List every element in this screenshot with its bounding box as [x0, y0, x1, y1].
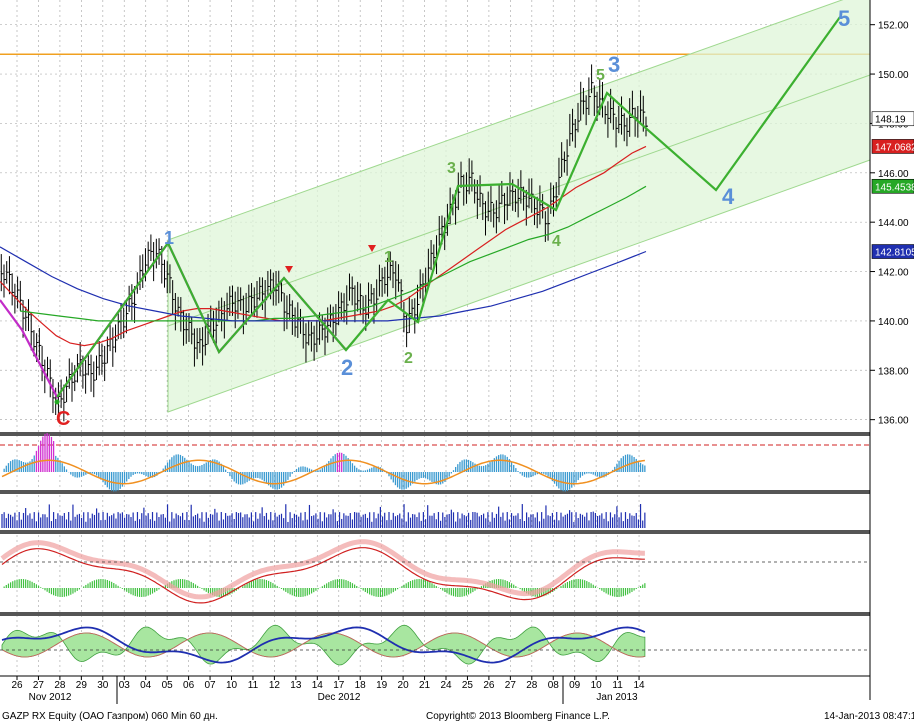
- y-tick-label: 136.00: [878, 416, 909, 427]
- x-tick-label: 28: [526, 680, 538, 691]
- x-tick-label: 07: [204, 680, 216, 691]
- y-tick-label: 140.00: [878, 317, 909, 328]
- x-tick-label: 03: [119, 680, 131, 691]
- y-tick-label: 146.00: [878, 169, 909, 180]
- x-tick-label: 08: [548, 680, 560, 691]
- x-tick-label: 05: [162, 680, 174, 691]
- wave-label: 4: [552, 233, 561, 250]
- wave-label: 5: [596, 67, 605, 84]
- dmi-adx: [1, 626, 646, 664]
- macd-line: [1, 547, 645, 604]
- x-tick-label: 17: [333, 680, 345, 691]
- dmi-minus: [1, 632, 645, 658]
- time-axis: 26 27 28 29 30 03 04 05 06 07 10 11 12 13 14 17 18 19 20 21…: [0, 675, 870, 704]
- x-tick-label: 26: [483, 680, 495, 691]
- x-tick-label: 11: [248, 680, 259, 691]
- last-value-box: [871, 111, 914, 127]
- ma-line-2: [0, 246, 647, 322]
- x-tick-label: 28: [54, 680, 66, 691]
- instrument-label: GAZP RX Equity (ОАО Газпром) 060 Min 60 …: [2, 711, 218, 722]
- wave-lines: [0, 16, 841, 405]
- ma-line-1: [19, 185, 647, 322]
- last-value-label: 142.8105: [875, 248, 914, 259]
- channel-fill: [167, 0, 871, 413]
- x-tick-label: 20: [398, 680, 410, 691]
- x-tick-label: 13: [290, 680, 302, 691]
- x-tick-label: 24: [440, 680, 452, 691]
- axis-background: [870, 0, 914, 700]
- month-label: Jan 2013: [596, 692, 638, 703]
- month-label: Nov 2012: [29, 692, 72, 703]
- last-value-box: [871, 244, 914, 259]
- x-tick-label: 30: [97, 680, 109, 691]
- x-tick-label: 27: [505, 680, 517, 691]
- panel-separator: [0, 612, 870, 616]
- last-value-label: 145.4538: [875, 182, 914, 193]
- marker-triangle: [368, 245, 376, 252]
- y-tick-label: 144.00: [878, 218, 909, 229]
- wave-label: 3: [608, 52, 620, 77]
- last-value-box: [871, 178, 914, 194]
- trend-channel: [167, 0, 871, 413]
- y-tick-label: 152.00: [878, 21, 909, 32]
- y-tick-label: 142.00: [878, 268, 909, 279]
- wave-line-green: [56, 16, 841, 398]
- copyright-label: Copyright© 2013 Bloomberg Finance L.P.: [426, 711, 610, 722]
- y-tick-label: 150.00: [878, 70, 909, 81]
- wave-label: 3: [447, 160, 456, 177]
- x-tick-label: 04: [140, 680, 152, 691]
- marker-triangle: [285, 266, 293, 273]
- x-tick-label: 10: [226, 680, 238, 691]
- wave-label: 1: [384, 249, 393, 266]
- timestamp-label: 14-Jan-2013 08:47:14: [824, 711, 914, 722]
- x-tick-label: 21: [419, 680, 431, 691]
- wave-label: 5: [838, 6, 850, 31]
- x-tick-label: 25: [462, 680, 474, 691]
- wave-label: 2: [404, 350, 413, 367]
- wave-label: C: [56, 408, 70, 430]
- last-value-label: 148.19: [875, 115, 906, 126]
- x-tick-label: 18: [355, 680, 367, 691]
- wave-label: 4: [722, 184, 735, 209]
- channel-midline: [167, 74, 871, 327]
- y-tick-label: 138.00: [878, 366, 909, 377]
- month-label: Dec 2012: [318, 692, 361, 703]
- panel-separator: [0, 432, 870, 436]
- last-value-box: [871, 139, 914, 154]
- x-tick-label: 12: [269, 680, 281, 691]
- x-tick-label: 06: [183, 680, 195, 691]
- last-value-label: 147.0682: [875, 142, 914, 153]
- panel-separator: [0, 530, 870, 534]
- x-tick-label: 11: [612, 680, 623, 691]
- marker-dot: [54, 399, 60, 405]
- macd-band: [0, 539, 645, 600]
- panel-separator: [0, 490, 870, 494]
- x-tick-label: 14: [633, 680, 645, 691]
- x-tick-label: 26: [11, 680, 23, 691]
- moving-averages: [0, 145, 647, 347]
- price-axis: 136.00 138.00 140.00 142.00 144.00 146.00 148.…: [869, 0, 914, 700]
- x-tick-label: 19: [376, 680, 388, 691]
- x-tick-label: 09: [569, 680, 581, 691]
- x-tick-label: 29: [76, 680, 88, 691]
- wave-labels: C 1 2 3 4 5 1 2 3 4 5: [56, 6, 850, 430]
- indicator-panels: 200-12.430410M2.778M0.500.2349-0.104019.…: [0, 432, 914, 666]
- x-tick-label: 27: [33, 680, 45, 691]
- dmi-fill: [1, 624, 646, 666]
- wave-label: 2: [341, 355, 353, 380]
- osc-signal-line: [1, 459, 646, 485]
- wave-label: 1: [164, 228, 174, 248]
- x-tick-label: 14: [312, 680, 324, 691]
- x-tick-label: 10: [591, 680, 603, 691]
